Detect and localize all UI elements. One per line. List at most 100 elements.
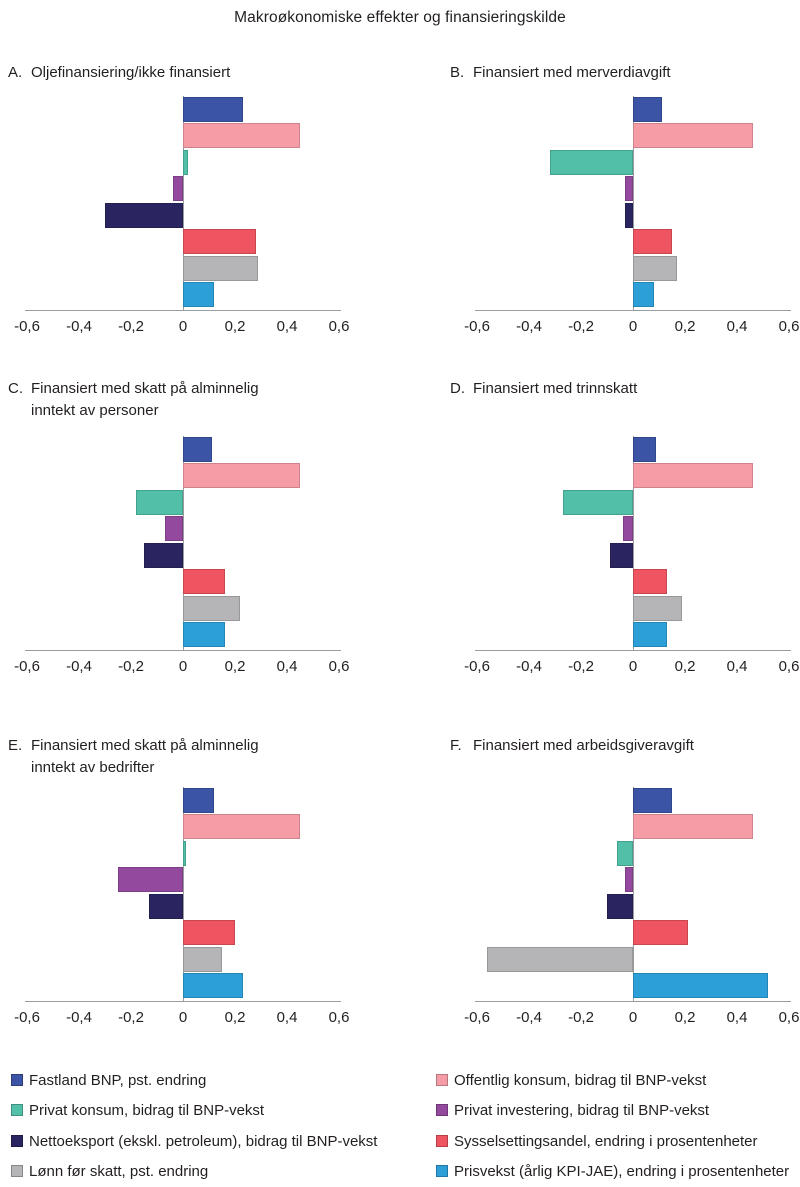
legend-label: Prisvekst (årlig KPI-JAE), endring i pro…	[454, 1162, 790, 1180]
bar	[164, 516, 183, 541]
panel-title-text: Finansiert med arbeidsgiveravgift	[473, 737, 694, 754]
panel-title: D. Finansiert med trinnskatt	[450, 378, 637, 400]
bar	[607, 893, 633, 919]
legend-label: Sysselsettingsandel, endring i prosenten…	[454, 1132, 758, 1150]
bar	[562, 489, 633, 515]
x-tick-label: 0,4	[726, 318, 748, 335]
panel-plot: -0,6 -0,4 -0,2 0 0,2 0,4 0,6	[464, 96, 799, 335]
bar	[136, 489, 183, 515]
zero-axis-line	[183, 787, 184, 1001]
x-tick-label: 0	[178, 1009, 188, 1026]
bar	[183, 814, 300, 839]
zero-axis-line	[633, 436, 634, 650]
panel-title: A. Oljefinansiering/ikke finansiert	[8, 62, 230, 84]
bar	[633, 622, 667, 647]
bar	[183, 255, 259, 281]
legend-swatch	[436, 1104, 448, 1116]
panel-title: C. Finansiert med skatt på alminnelig innt…	[8, 378, 259, 422]
x-tick-label: 0	[178, 658, 188, 675]
zero-axis-line	[633, 787, 634, 1001]
legend-swatch	[436, 1135, 448, 1147]
panel-title-text: Finansiert med merverdiavgift	[473, 64, 671, 81]
x-tick-label: -0,4	[516, 1009, 542, 1026]
x-tick-label: -0,2	[118, 658, 144, 675]
bar	[183, 282, 215, 307]
panel-label: E.	[8, 737, 23, 754]
legend-label: Privat konsum, bidrag til BNP-vekst	[29, 1101, 265, 1119]
x-tick-label: 0,6	[328, 318, 350, 335]
x-axis-line	[25, 650, 341, 651]
bar	[633, 436, 657, 462]
x-tick-label: 0	[178, 318, 188, 335]
bar	[183, 946, 222, 972]
bar	[149, 893, 183, 919]
x-tick-label: -0,4	[516, 318, 542, 335]
x-axis-line	[25, 1001, 341, 1002]
bar	[633, 123, 753, 148]
x-tick-label: 0	[628, 1009, 638, 1026]
legend-item: Prisvekst (årlig KPI-JAE), endring i pro…	[436, 1162, 790, 1180]
bar	[617, 840, 633, 866]
x-tick-label: -0,6	[464, 318, 490, 335]
legend-swatch	[436, 1165, 448, 1177]
x-tick-label: -0,6	[14, 318, 40, 335]
bar	[633, 463, 753, 488]
x-tick-label: -0,2	[118, 1009, 144, 1026]
panel-plot: -0,6 -0,4 -0,2 0 0,2 0,4 0,6	[14, 787, 349, 1026]
bar	[633, 787, 672, 813]
panel-plot: -0,6 -0,4 -0,2 0 0,2 0,4 0,6	[14, 96, 349, 335]
legend-swatch	[436, 1074, 448, 1086]
bar	[183, 463, 300, 488]
bar	[144, 542, 183, 568]
bar	[183, 973, 243, 998]
panel-title: F. Finansiert med arbeidsgiveravgift	[450, 735, 694, 757]
legend-label: Fastland BNP, pst. endring	[29, 1071, 207, 1089]
bar	[633, 595, 683, 621]
x-tick-label: -0,2	[118, 318, 144, 335]
x-tick-label: -0,6	[14, 658, 40, 675]
panel-title: E. Finansiert med skatt på alminnelig innt…	[8, 735, 259, 779]
legend-swatch	[11, 1074, 23, 1086]
bar	[183, 787, 215, 813]
legend-item: Privat investering, bidrag til BNP-vekst	[436, 1102, 709, 1119]
zero-axis-line	[183, 436, 184, 650]
x-tick-label: 0,6	[328, 658, 350, 675]
x-tick-label: 0,4	[726, 658, 748, 675]
zero-axis-line	[183, 96, 184, 310]
panel-plot: -0,6 -0,4 -0,2 0 0,2 0,4 0,6	[14, 436, 349, 675]
bar	[172, 176, 183, 201]
bar	[633, 814, 753, 839]
x-tick-label: 0,4	[276, 318, 298, 335]
panel-label: C.	[8, 380, 23, 397]
legend-item: Offentlig konsum, bidrag til BNP-vekst	[436, 1072, 706, 1089]
panel-label: F.	[450, 737, 462, 754]
bar	[105, 202, 183, 228]
panel-title-text: Oljefinansiering/ikke finansiert	[31, 64, 231, 81]
bar	[633, 973, 769, 998]
x-axis-line	[475, 1001, 791, 1002]
x-tick-label: -0,2	[568, 1009, 594, 1026]
bar	[625, 867, 633, 892]
panel-title-text: Finansiert med skatt på alminnelig inntek…	[31, 380, 259, 419]
legend-item: Nettoeksport (ekskl. petroleum), bidrag …	[11, 1133, 377, 1150]
x-tick-label: 0,2	[674, 1009, 696, 1026]
legend-label: Lønn før skatt, pst. endring	[29, 1162, 209, 1180]
x-tick-label: 0	[628, 318, 638, 335]
legend-item: Fastland BNP, pst. endring	[11, 1071, 207, 1089]
bar	[183, 569, 225, 594]
bar	[549, 149, 633, 175]
bar	[118, 867, 183, 892]
x-tick-label: 0	[628, 658, 638, 675]
bar	[633, 920, 688, 945]
x-tick-label: 0,2	[674, 318, 696, 335]
x-tick-label: 0,6	[778, 1009, 800, 1026]
x-tick-label: 0,2	[674, 658, 696, 675]
legend-item: Sysselsettingsandel, endring i prosenten…	[436, 1132, 758, 1150]
bar	[183, 840, 186, 866]
x-axis-line	[25, 310, 341, 311]
panel-label: B.	[450, 64, 465, 81]
bar	[183, 149, 189, 175]
legend-swatch	[11, 1165, 23, 1177]
bar	[633, 229, 672, 254]
panel-label: A.	[8, 64, 23, 81]
